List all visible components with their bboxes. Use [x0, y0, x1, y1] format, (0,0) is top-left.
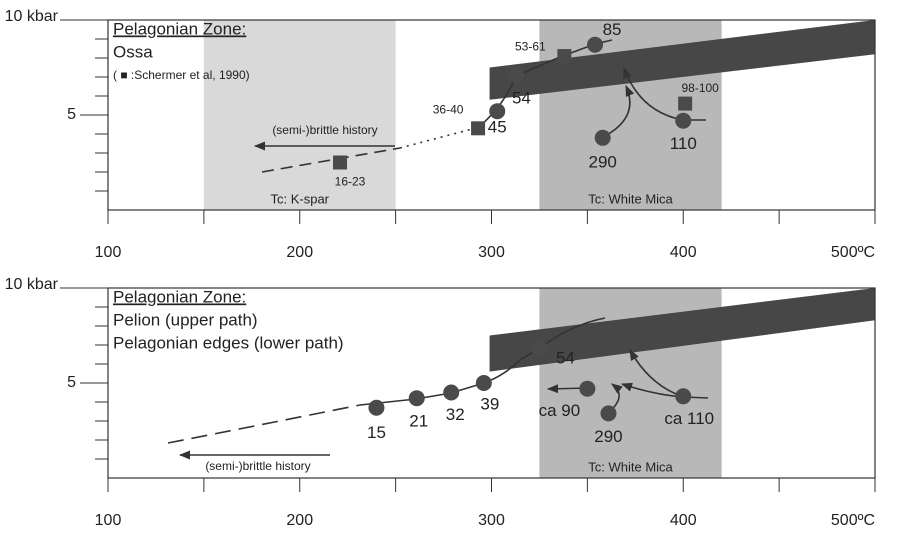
point-label: 16-23 [335, 175, 366, 189]
y-tick-label: 5 [67, 374, 76, 391]
circle-marker [408, 390, 425, 407]
point-label: 15 [367, 423, 386, 442]
panel-title: Pelagonian Zone: [113, 287, 246, 306]
y-tick-label: 10 kbar [5, 8, 59, 25]
point-label: 85 [603, 20, 622, 39]
circle-marker [600, 405, 617, 422]
x-tick-label: 500ºC [831, 244, 875, 261]
x-tick-label: 200 [286, 512, 313, 529]
pt-path [399, 127, 477, 149]
point-label: 32 [446, 405, 465, 424]
point-label: 36-40 [433, 102, 464, 116]
band-label: Tc: White Mica [588, 459, 673, 474]
panel-title: Pelagonian Zone: [113, 19, 246, 38]
panel-subtitle: Ossa [113, 42, 153, 61]
circle-marker [508, 67, 525, 84]
background-layer [60, 19, 876, 492]
band-label: Tc: K-spar [270, 191, 329, 206]
pt-path [261, 147, 401, 173]
point-label: 45 [488, 118, 507, 137]
circle-marker [675, 388, 692, 405]
foreground-layer: Pelagonian Zone: Ossa ( ■ :Schermer et a… [5, 8, 875, 529]
x-tick-label: 300 [478, 244, 505, 261]
point-label: 290 [589, 152, 617, 171]
square-marker [333, 155, 348, 170]
panel-subtitle: Pelagonian edges (lower path) [113, 333, 344, 352]
y-tick-label: 5 [67, 106, 76, 123]
square-marker [557, 49, 572, 64]
point-label: ca 110 [664, 409, 714, 428]
point-label: 53-61 [515, 39, 546, 53]
legend-note: ( ■ :Schermer et al, 1990) [113, 68, 250, 82]
x-tick-label: 400 [670, 244, 697, 261]
circle-marker [489, 103, 506, 120]
pt-path [167, 404, 361, 444]
x-tick-label: 300 [478, 512, 505, 529]
square-marker [678, 96, 693, 111]
point-label: 21 [409, 412, 428, 431]
x-tick-label: 100 [95, 244, 122, 261]
point-label: 98-100 [681, 81, 719, 95]
circle-marker [675, 112, 692, 129]
circle-marker [587, 36, 604, 53]
brittle-label: (semi-)brittle history [272, 123, 377, 137]
point-label: 39 [480, 394, 499, 413]
circle-marker [531, 340, 548, 357]
circle-marker [443, 384, 460, 401]
pt-path [477, 39, 613, 129]
circle-marker [579, 380, 596, 397]
x-tick-label: 200 [286, 244, 313, 261]
closure-band [203, 20, 396, 210]
square-marker [471, 121, 486, 136]
brittle-label: (semi-)brittle history [205, 459, 310, 473]
point-label: 54 [512, 89, 531, 108]
point-label: 110 [670, 134, 697, 153]
point-label: ca 90 [539, 401, 581, 420]
gradient-band [489, 288, 875, 372]
circle-marker [368, 399, 385, 416]
circle-marker [594, 129, 611, 146]
point-label: 54 [556, 348, 575, 367]
circle-marker [475, 375, 492, 391]
point-label: 290 [594, 427, 622, 446]
x-tick-label: 100 [95, 512, 122, 529]
x-tick-label: 500ºC [831, 512, 875, 529]
gradient-band [489, 20, 875, 100]
y-tick-label: 10 kbar [5, 276, 59, 293]
x-tick-label: 400 [670, 512, 697, 529]
band-label: Tc: White Mica [588, 191, 673, 206]
panel-subtitle: Pelion (upper path) [113, 310, 258, 329]
